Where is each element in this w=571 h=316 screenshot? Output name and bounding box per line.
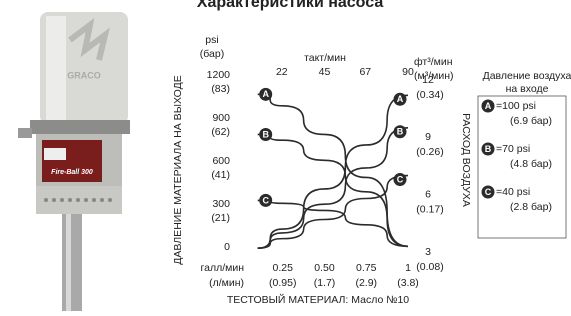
chart: GRACO Fire-Ball 300 Характеристики насос… <box>0 0 571 311</box>
y2-tick-label: 6 <box>425 188 431 200</box>
curve <box>258 95 408 248</box>
vent-holes <box>44 198 112 202</box>
x-tick-sublabel: (0.95) <box>269 277 296 289</box>
x-tick-label: 1 <box>405 262 411 274</box>
curve-badge-letter: A <box>485 101 492 111</box>
motor-ring <box>30 120 130 134</box>
y-tick-sublabel: (21) <box>211 212 230 224</box>
y2-tick-sublabel: (0.26) <box>416 146 443 158</box>
y-tick-label: 300 <box>212 198 230 210</box>
curve-badge-letter: A <box>262 89 269 99</box>
curve-badge-letter: B <box>485 144 492 154</box>
air-inlet <box>18 128 32 138</box>
x2-label: такт/мин <box>304 52 346 64</box>
curve-badge-letter: A <box>397 94 404 104</box>
x-tick-label: 0.25 <box>273 262 294 274</box>
y2-unit: фт³/мин <box>414 56 453 68</box>
brand: GRACO <box>67 70 101 80</box>
curve-badge-letter: C <box>262 195 269 205</box>
x2-tick-label: 45 <box>319 66 331 78</box>
x2-tick-label: 22 <box>276 66 288 78</box>
pump-rod <box>62 210 82 311</box>
x-unit: галл/мин <box>201 262 245 274</box>
legend-title: на входе <box>506 83 549 95</box>
y2-tick-label: 9 <box>425 131 431 143</box>
y2-tick-sublabel: (0.08) <box>416 261 443 273</box>
y-tick-sublabel: (83) <box>211 83 230 95</box>
curve-badge-letter: C <box>485 187 492 197</box>
y-label: ДАВЛЕНИЕ МАТЕРИАЛА НА ВЫХОДЕ <box>172 75 184 264</box>
y-tick-sublabel: (62) <box>211 126 230 138</box>
y2-tick-label: 3 <box>425 246 431 258</box>
x-tick-sublabel: (1.7) <box>314 277 336 289</box>
legend-sublabel: (4.8 бар) <box>510 158 552 170</box>
x2-tick-label: 67 <box>359 66 371 78</box>
curve <box>258 94 408 246</box>
x-label: ТЕСТОВЫЙ МАТЕРИАЛ: Масло №10 <box>227 293 409 306</box>
y-tick-label: 1200 <box>207 69 231 81</box>
x2-tick-label: 90 <box>402 66 414 78</box>
rod-highlight <box>66 210 71 311</box>
curve <box>258 176 408 249</box>
y2-label: РАСХОД ВОЗДУХА <box>460 113 472 207</box>
curve-badge-letter: B <box>262 129 269 139</box>
model: Fire-Ball 300 <box>51 169 93 176</box>
legend-sublabel: (6.9 бар) <box>510 115 552 127</box>
legend-label: =40 psi <box>496 186 530 198</box>
y2-tick-label: 12 <box>422 74 434 86</box>
y-tick-label: 600 <box>212 155 230 167</box>
legend-label: =100 psi <box>496 100 536 112</box>
cover-highlight <box>46 16 66 120</box>
x-tick-sublabel: (3.8) <box>397 277 419 289</box>
x-tick-label: 0.75 <box>356 262 377 274</box>
legend-title: Давление воздуха <box>483 70 571 82</box>
curve-badge-letter: C <box>397 174 404 184</box>
curve-badge-letter: B <box>397 127 404 137</box>
y-tick-sublabel: (41) <box>211 169 230 181</box>
label-logo <box>44 148 66 160</box>
x-unit-metric: (л/мин) <box>209 277 244 289</box>
y-unit-metric: (бар) <box>200 48 224 60</box>
y-unit: psi <box>205 34 218 46</box>
x-tick-sublabel: (2.9) <box>355 277 377 289</box>
pump-photo: GRACO Fire-Ball 300 <box>18 12 130 311</box>
y2-tick-sublabel: (0.17) <box>416 203 443 215</box>
y2-tick-sublabel: (0.34) <box>416 89 443 101</box>
y-tick-label: 0 <box>224 241 230 253</box>
legend-label: =70 psi <box>496 143 530 155</box>
chart-title: Характеристики насоса <box>197 0 384 11</box>
x-tick-label: 0.50 <box>314 262 335 274</box>
legend-sublabel: (2.8 бар) <box>510 201 552 213</box>
y-tick-label: 900 <box>212 112 230 124</box>
